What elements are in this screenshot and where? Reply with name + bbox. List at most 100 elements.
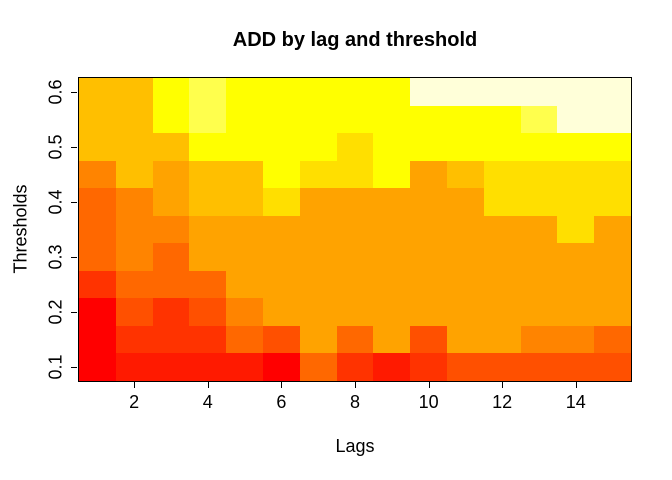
heatmap-cell: [483, 160, 521, 189]
heatmap-cell: [299, 78, 337, 106]
heatmap-cell: [594, 105, 631, 134]
heatmap-cell: [483, 270, 521, 299]
heatmap-cell: [79, 353, 116, 381]
heatmap-cell: [262, 133, 300, 161]
chart-title: ADD by lag and threshold: [232, 29, 478, 51]
heatmap-cell: [262, 188, 300, 216]
heatmap-cell: [189, 78, 227, 106]
heatmap-cell: [226, 215, 263, 244]
heatmap-cell: [152, 160, 190, 189]
heatmap-cell: [373, 133, 411, 161]
heatmap-cell: [189, 243, 227, 271]
heatmap-cell: [299, 133, 337, 161]
heatmap-cell: [152, 353, 190, 381]
heatmap-cell: [299, 188, 337, 216]
heatmap-cell: [446, 270, 484, 299]
x-tick-mark: [575, 382, 577, 388]
heatmap-cell: [446, 298, 484, 326]
heatmap-cell: [410, 160, 447, 189]
heatmap-cell: [410, 325, 447, 354]
heatmap-cell: [373, 78, 411, 106]
heatmap-cell: [594, 188, 631, 216]
plot-frame: [78, 77, 632, 382]
y-tick-mark: [71, 91, 77, 93]
heatmap-cell: [189, 188, 227, 216]
heatmap-cell: [557, 270, 595, 299]
x-tick-mark: [502, 382, 504, 388]
heatmap-cell: [115, 270, 153, 299]
heatmap-cell: [446, 188, 484, 216]
x-tick-label: 12: [492, 392, 513, 412]
x-tick-mark: [281, 382, 283, 388]
x-tick-label: 6: [276, 392, 287, 412]
heatmap-cell: [557, 325, 595, 354]
y-tick-label: 0.3: [45, 244, 66, 270]
heatmap-cell: [520, 78, 558, 106]
y-axis-title: Thresholds: [10, 184, 31, 274]
heatmap-cell: [262, 325, 300, 354]
x-tick-label: 8: [349, 392, 361, 412]
heatmap-cell: [373, 298, 411, 326]
heatmap-cell: [594, 353, 631, 381]
heatmap-cell: [373, 325, 411, 354]
heatmap-cell: [189, 353, 227, 381]
heatmap-cell: [446, 160, 484, 189]
heatmap-cell: [336, 215, 374, 244]
heatmap-cell: [410, 353, 447, 381]
heatmap-cell: [446, 243, 484, 271]
heatmap-cell: [594, 325, 631, 354]
heatmap-cell: [226, 325, 263, 354]
x-tick-label: 14: [565, 392, 586, 412]
heatmap-cell: [299, 298, 337, 326]
heatmap-cell: [483, 188, 521, 216]
y-tick-mark: [71, 367, 77, 369]
heatmap-cell: [336, 325, 374, 354]
heatmap-cell: [299, 270, 337, 299]
heatmap-cell: [152, 133, 190, 161]
heatmap-cell: [594, 78, 631, 106]
heatmap-cell: [410, 215, 447, 244]
heatmap-cell: [226, 298, 263, 326]
y-tick-label: 0.1: [45, 354, 66, 380]
heatmap-cell: [115, 133, 153, 161]
heatmap-cell: [373, 243, 411, 271]
heatmap-cell: [262, 105, 300, 134]
heatmap-cell: [373, 105, 411, 134]
heatmap-cell: [79, 298, 116, 326]
heatmap-cell: [557, 243, 595, 271]
heatmap-cell: [557, 133, 595, 161]
heatmap-cell: [373, 215, 411, 244]
heatmap-cell: [189, 298, 227, 326]
heatmap-cell: [446, 215, 484, 244]
heatmap-cell: [594, 133, 631, 161]
heatmap-cell: [483, 243, 521, 271]
heatmap-cell: [115, 298, 153, 326]
heatmap-cell: [262, 243, 300, 271]
heatmap-cell: [226, 353, 263, 381]
heatmap-cell: [115, 243, 153, 271]
heatmap-cell: [520, 325, 558, 354]
heatmap-cell: [594, 270, 631, 299]
heatmap-cell: [373, 188, 411, 216]
y-tick-label: 0.6: [45, 79, 66, 105]
heatmap-cell: [262, 215, 300, 244]
y-tick-label: 0.4: [45, 189, 66, 215]
y-tick-mark: [71, 201, 77, 203]
x-tick-label: 10: [418, 392, 439, 412]
heatmap-cell: [189, 133, 227, 161]
heatmap-cell: [520, 133, 558, 161]
y-tick-mark: [71, 312, 77, 314]
x-tick-label: 2: [129, 392, 140, 412]
heatmap-cell: [557, 78, 595, 106]
heatmap-cell: [262, 270, 300, 299]
heatmap-cell: [410, 298, 447, 326]
heatmap-cell: [446, 133, 484, 161]
heatmap-cell: [79, 325, 116, 354]
heatmap-cell: [336, 270, 374, 299]
heatmap-cell: [520, 215, 558, 244]
heatmap-cell: [594, 298, 631, 326]
heatmap-cell: [226, 243, 263, 271]
heatmap-cell: [336, 133, 374, 161]
heatmap-cell: [483, 105, 521, 134]
